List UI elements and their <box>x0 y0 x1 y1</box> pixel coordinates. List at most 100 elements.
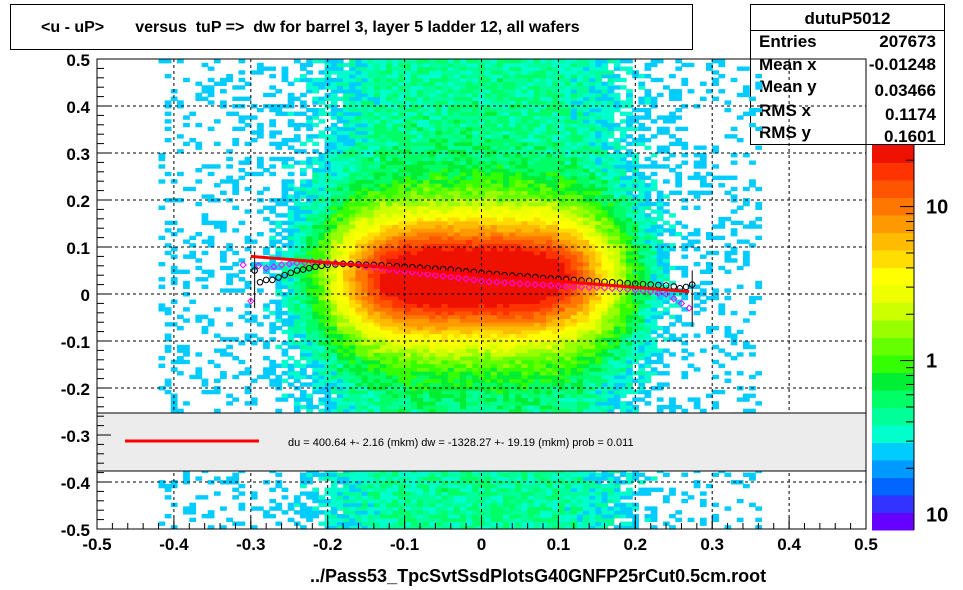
heatmap-cell <box>195 476 203 481</box>
heatmap-cell <box>410 265 418 271</box>
heatmap-cell <box>380 480 387 485</box>
heatmap-cell <box>361 389 369 395</box>
heatmap-cell <box>300 224 307 229</box>
heatmap-cell <box>300 303 307 308</box>
heatmap-cell <box>250 506 258 511</box>
heatmap-cell <box>355 194 363 199</box>
heatmap-cell <box>373 329 381 335</box>
heatmap-cell <box>312 367 320 372</box>
heatmap-cell <box>423 141 430 147</box>
heatmap-cell <box>460 295 467 301</box>
heatmap-cell <box>367 107 375 113</box>
heatmap-cell <box>410 213 418 218</box>
heatmap-cell <box>509 250 516 256</box>
heatmap-cell <box>312 363 320 368</box>
heatmap-cell <box>496 168 504 173</box>
heatmap-cell <box>429 295 436 301</box>
heatmap-cell <box>330 160 338 165</box>
heatmap-cell <box>423 322 430 327</box>
heatmap-cell <box>423 288 430 293</box>
heatmap-cell <box>336 134 344 139</box>
heatmap-cell <box>453 382 461 387</box>
heatmap-cell <box>484 92 492 98</box>
heatmap-cell <box>257 232 264 237</box>
heatmap-cell <box>441 483 449 489</box>
heatmap-cell <box>281 190 289 195</box>
heatmap-cell <box>460 126 467 132</box>
heatmap-cell <box>177 408 184 414</box>
heatmap-cell <box>484 333 492 338</box>
heatmap-cell <box>336 371 344 376</box>
heatmap-cell <box>355 107 363 113</box>
heatmap-cell <box>478 356 486 361</box>
heatmap-cell <box>460 314 467 320</box>
heatmap-cell <box>484 171 492 177</box>
heatmap-cell <box>355 408 363 414</box>
heatmap-cell <box>170 198 178 203</box>
heatmap-cell <box>306 77 313 83</box>
heatmap-cell <box>312 389 320 395</box>
heatmap-cell <box>355 310 363 316</box>
heatmap-cell <box>287 171 295 177</box>
heatmap-cell <box>336 480 344 485</box>
heatmap-cell <box>330 216 338 222</box>
heatmap-cell <box>416 303 424 308</box>
heatmap-cell <box>361 164 369 169</box>
heatmap-cell <box>447 348 455 353</box>
heatmap-cell <box>416 220 424 226</box>
heatmap-cell <box>478 288 486 293</box>
heatmap-cell <box>373 258 381 263</box>
heatmap-cell <box>367 352 375 357</box>
heatmap-cell <box>509 389 516 395</box>
heatmap-cell <box>441 216 449 222</box>
heatmap-cell <box>232 337 240 342</box>
heatmap-cell <box>306 126 313 132</box>
heatmap-cell <box>496 378 504 383</box>
heatmap-cell <box>466 122 473 128</box>
heatmap-cell <box>336 89 344 94</box>
heatmap-cell <box>509 107 516 113</box>
heatmap-cell <box>447 510 455 515</box>
heatmap-cell <box>355 348 363 353</box>
heatmap-cell <box>330 386 338 391</box>
heatmap-cell <box>349 190 356 195</box>
heatmap-cell <box>484 134 492 139</box>
heatmap-cell <box>275 363 283 368</box>
heatmap-cell <box>330 292 338 297</box>
heatmap-cell <box>410 404 418 410</box>
heatmap-cell <box>158 483 166 489</box>
heatmap-cell <box>503 472 510 477</box>
heatmap-cell <box>380 514 387 519</box>
heatmap-cell <box>336 408 344 414</box>
heatmap-cell <box>386 134 393 139</box>
heatmap-cell <box>515 498 523 504</box>
heatmap-cell <box>324 277 332 282</box>
heatmap-cell <box>466 209 473 214</box>
heatmap-cell <box>490 213 498 218</box>
heatmap-cell <box>478 145 486 150</box>
heatmap-cell <box>490 89 498 94</box>
heatmap-cell <box>398 138 406 143</box>
heatmap-cell <box>398 92 406 98</box>
heatmap-cell <box>466 397 473 402</box>
heatmap-cell <box>490 111 498 116</box>
heatmap-cell <box>503 514 510 519</box>
heatmap-cell <box>484 337 492 342</box>
heatmap-cell <box>429 243 436 248</box>
heatmap-cell <box>429 506 436 511</box>
heatmap-cell <box>336 145 344 150</box>
heatmap-cell <box>373 514 381 519</box>
heatmap-cell <box>293 254 301 259</box>
heatmap-cell <box>336 247 344 252</box>
heatmap-cell <box>423 495 430 500</box>
heatmap-cell <box>453 138 461 143</box>
heatmap-cell <box>404 401 412 406</box>
heatmap-cell <box>373 100 381 105</box>
heatmap-cell <box>349 186 356 192</box>
heatmap-cell <box>447 487 455 492</box>
heatmap-cell <box>404 378 412 383</box>
heatmap-cell <box>496 310 504 316</box>
heatmap-cell <box>509 277 516 282</box>
heatmap-cell <box>287 205 295 210</box>
heatmap-cell <box>460 205 467 210</box>
